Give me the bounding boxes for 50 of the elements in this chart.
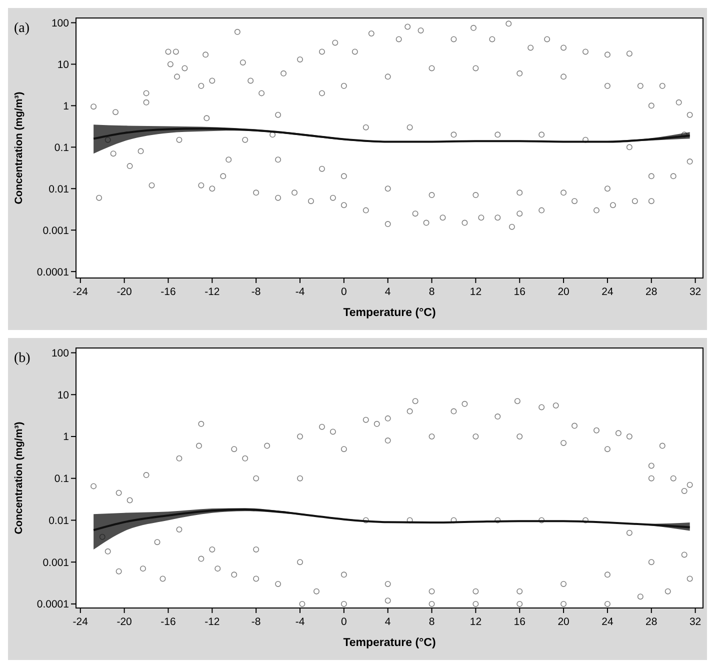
x-tick-label: 32 (689, 286, 702, 298)
x-tick-label: -20 (116, 286, 132, 298)
y-tick-label: 0.001 (42, 556, 70, 569)
x-tick-label: 24 (602, 616, 614, 628)
y-tick-label: 1 (63, 100, 70, 112)
y-tick-label: 100 (51, 17, 70, 30)
y-axis-title: Concentration (mg/m³) (13, 92, 25, 204)
x-tick-label: 0 (341, 286, 348, 298)
y-tick-label: 0.001 (42, 224, 70, 237)
x-tick-label: -12 (204, 286, 220, 298)
x-tick-label: -20 (116, 616, 132, 628)
x-tick-label: -24 (72, 616, 88, 628)
y-tick-label: 10 (57, 389, 70, 402)
y-tick-label: 0.0001 (36, 266, 70, 278)
x-tick-label: 8 (428, 286, 435, 298)
y-tick-label: 0.01 (48, 183, 70, 196)
x-tick-label: 28 (646, 616, 658, 628)
y-tick-label: 0.1 (54, 142, 70, 154)
chart-title: (a) (14, 21, 30, 36)
y-tick-label: 0.0001 (36, 598, 70, 611)
y-tick-label: 100 (51, 347, 70, 360)
x-tick-label: 4 (384, 286, 391, 298)
x-axis-title: Temperature (°C) (343, 307, 436, 319)
x-tick-label: -8 (251, 286, 261, 298)
chart-title: (b) (14, 351, 31, 366)
x-tick-label: 24 (602, 286, 614, 298)
x-tick-label: 20 (558, 616, 570, 628)
x-tick-label: 0 (341, 616, 348, 628)
x-tick-label: -16 (160, 286, 176, 298)
x-tick-label: 12 (470, 616, 482, 628)
x-tick-label: 4 (384, 616, 391, 628)
x-tick-label: 12 (470, 286, 482, 298)
x-tick-label: 20 (558, 286, 570, 298)
x-tick-label: -8 (251, 616, 261, 628)
x-tick-label: -16 (160, 616, 176, 628)
x-tick-label: -4 (295, 616, 305, 628)
y-tick-label: 0.1 (54, 473, 70, 486)
x-tick-label: -4 (295, 286, 305, 298)
x-tick-label: -24 (72, 286, 88, 298)
x-axis-title: Temperature (°C) (343, 637, 436, 649)
y-tick-label: 0.01 (48, 514, 70, 527)
x-tick-label: 8 (428, 616, 435, 628)
y-axis-title: Concentration (mg/m³) (13, 422, 25, 534)
x-tick-label: 32 (689, 616, 702, 628)
y-tick-label: 10 (57, 58, 70, 71)
x-tick-label: -12 (204, 616, 220, 628)
x-tick-label: 16 (514, 616, 526, 628)
y-tick-label: 1 (63, 431, 70, 444)
x-tick-label: 16 (514, 286, 526, 298)
x-tick-label: 28 (646, 286, 658, 298)
